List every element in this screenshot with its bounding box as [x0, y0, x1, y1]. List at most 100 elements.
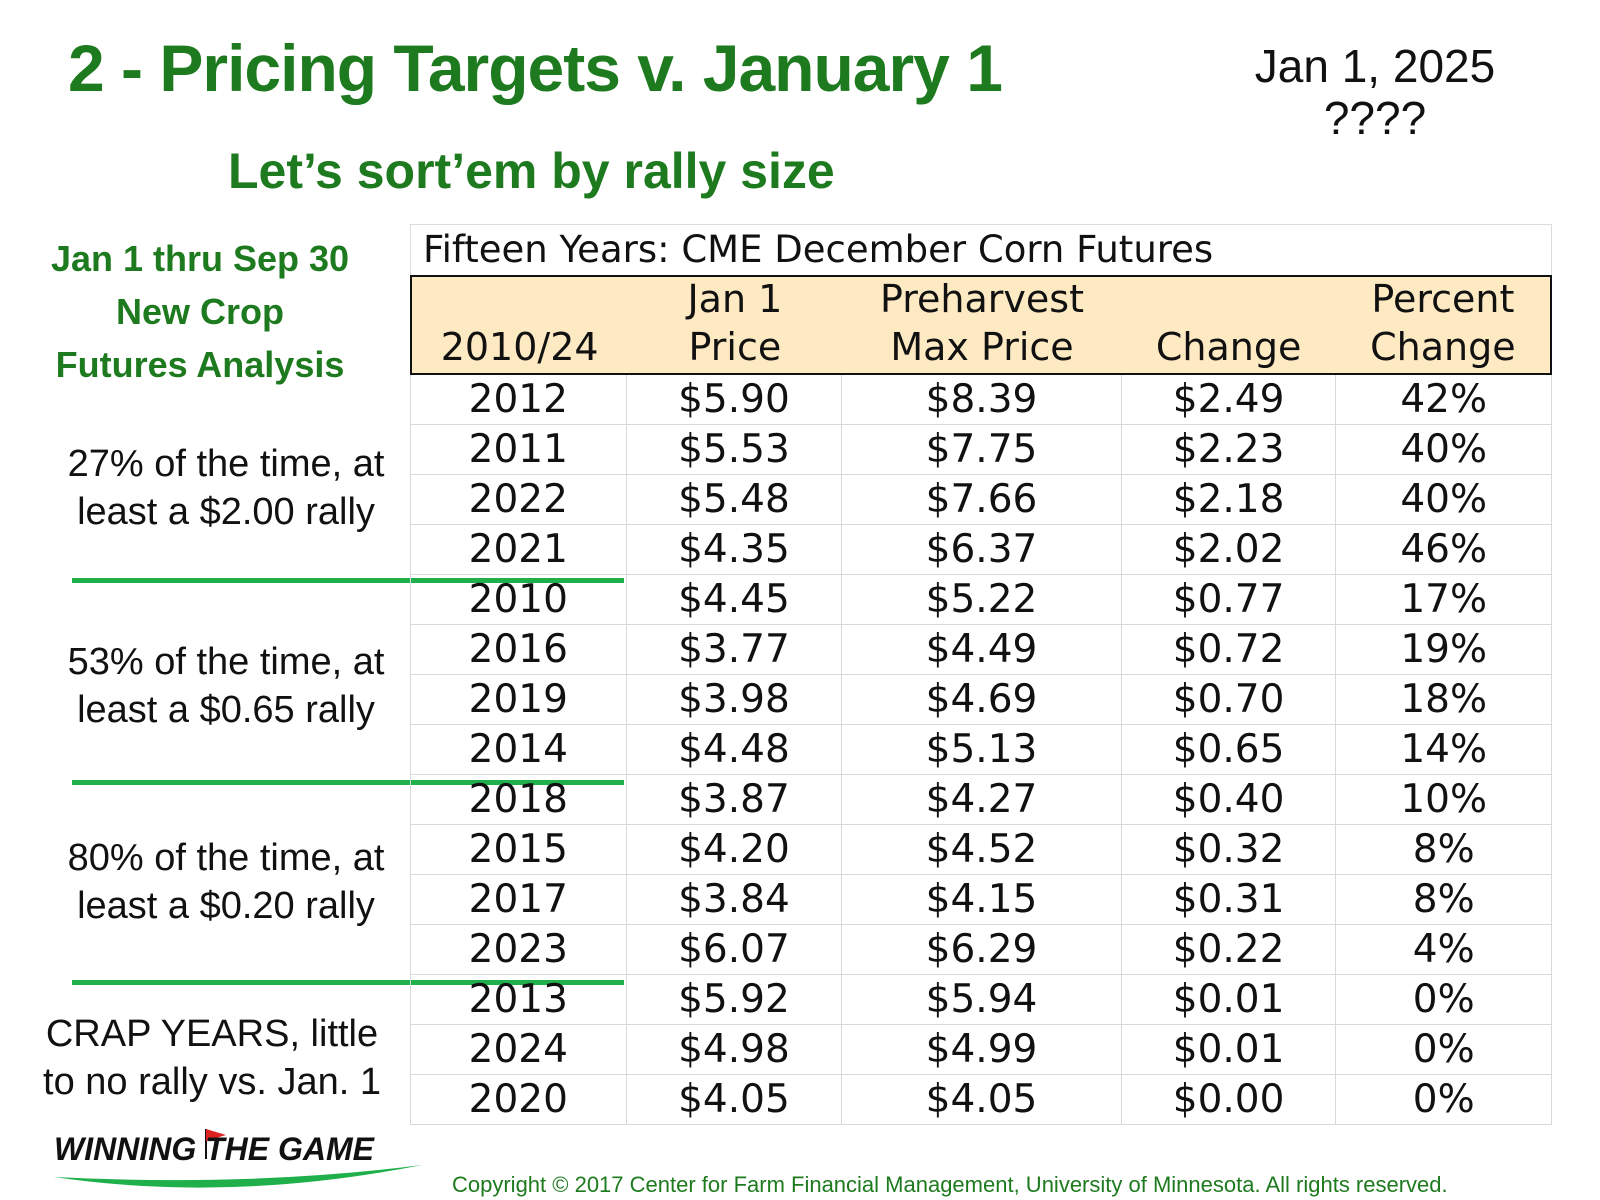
cell-jan1-price: $3.84	[627, 875, 843, 924]
cell-max-price: $7.66	[842, 475, 1122, 524]
header-line: 2010/24	[440, 325, 599, 369]
cell-year: 2017	[411, 875, 627, 924]
cell-change: $2.18	[1122, 475, 1337, 524]
cell-change: $2.23	[1122, 425, 1337, 474]
cell-jan1-price: $4.05	[627, 1075, 843, 1124]
group-divider	[72, 980, 624, 985]
cell-percent-change: 18%	[1400, 677, 1488, 722]
cell-max-price: $4.69	[842, 675, 1122, 724]
cell-percent-change: 0%	[1412, 977, 1475, 1022]
cell-year: 2023	[411, 925, 627, 974]
cell-change: $0.01	[1122, 975, 1337, 1024]
table-row: 2016 $3.77 $4.49 $0.72 19%	[410, 625, 1552, 675]
cell-max-price: $6.29	[842, 925, 1122, 974]
table-row: 2011 $5.53 $7.75 $2.23 40%	[410, 425, 1552, 475]
side-heading-line: Jan 1 thru Sep 30	[50, 238, 350, 279]
cell-change: $0.65	[1122, 725, 1337, 774]
note-line: CRAP YEARS, little	[45, 1013, 379, 1055]
cell-max-price: $4.05	[842, 1075, 1122, 1124]
cell-percent-change: 17%	[1400, 577, 1488, 622]
cell-year: 2022	[411, 475, 627, 524]
note-line: least a $0.20 rally	[77, 885, 375, 927]
cell-year: 2016	[411, 625, 627, 674]
cell-year: 2015	[411, 825, 627, 874]
cell-jan1-price: $4.35	[627, 525, 843, 574]
cell-max-price: $4.52	[842, 825, 1122, 874]
rally-note-crap-years: CRAP YEARS, little to no rally vs. Jan. …	[12, 1010, 412, 1106]
table-row: 2019 $3.98 $4.69 $0.70 18%	[410, 675, 1552, 725]
table-row: 2022 $5.48 $7.66 $2.18 40%	[410, 475, 1552, 525]
note-line: least a $2.00 rally	[77, 491, 375, 533]
corn-futures-table: Fifteen Years: CME December Corn Futures…	[410, 224, 1552, 1125]
cell-jan1-price: $4.48	[627, 725, 843, 774]
table-row: 2014 $4.48 $5.13 $0.65 14%	[410, 725, 1552, 775]
header-line: Change	[1155, 325, 1302, 369]
logo-text: WINNING THE GAME	[54, 1131, 374, 1167]
note-line: to no rally vs. Jan. 1	[43, 1061, 381, 1103]
cell-year: 2018	[411, 775, 627, 824]
cell-change: $2.02	[1122, 525, 1337, 574]
table-row: 2021 $4.35 $6.37 $2.02 46%	[410, 525, 1552, 575]
cell-change: $0.40	[1122, 775, 1337, 824]
cell-jan1-price: $4.98	[627, 1025, 843, 1074]
cell-max-price: $5.94	[842, 975, 1122, 1024]
table-row: 2018 $3.87 $4.27 $0.40 10%	[410, 775, 1552, 825]
cell-percent-change: 42%	[1400, 377, 1488, 422]
header-year: 2010/24	[412, 277, 627, 373]
cell-max-price: $5.22	[842, 575, 1122, 624]
cell-year: 2011	[411, 425, 627, 474]
header-line: Max Price	[890, 325, 1074, 369]
rally-note-2-dollar: 27% of the time, at least a $2.00 rally	[26, 440, 426, 536]
header-jan1-price: Jan 1 Price	[627, 277, 842, 373]
cell-percent-change: 8%	[1412, 877, 1475, 922]
copyright-notice: Copyright © 2017 Center for Farm Financi…	[452, 1172, 1448, 1197]
table-title: Fifteen Years: CME December Corn Futures	[410, 224, 1552, 275]
cell-percent-change: 40%	[1400, 427, 1488, 472]
cell-max-price: $4.49	[842, 625, 1122, 674]
cell-change: $0.00	[1122, 1075, 1337, 1124]
cell-year: 2024	[411, 1025, 627, 1074]
cell-jan1-price: $3.77	[627, 625, 843, 674]
cell-percent-change: 10%	[1400, 777, 1488, 822]
cell-change: $0.72	[1122, 625, 1337, 674]
cell-jan1-price: $4.20	[627, 825, 843, 874]
cell-percent-change: 0%	[1412, 1077, 1475, 1122]
cell-percent-change: 4%	[1412, 927, 1475, 972]
header-change: Change	[1122, 277, 1336, 373]
table-row: 2017 $3.84 $4.15 $0.31 8%	[410, 875, 1552, 925]
cell-change: $0.32	[1122, 825, 1337, 874]
table-row: 2020 $4.05 $4.05 $0.00 0%	[410, 1075, 1552, 1125]
cell-year: 2010	[411, 575, 627, 624]
table-row: 2024 $4.98 $4.99 $0.01 0%	[410, 1025, 1552, 1075]
cell-change: $0.31	[1122, 875, 1337, 924]
cell-jan1-price: $3.98	[627, 675, 843, 724]
cell-change: $0.77	[1122, 575, 1337, 624]
header-line: Percent	[1371, 277, 1515, 321]
table-row: 2013 $5.92 $5.94 $0.01 0%	[410, 975, 1552, 1025]
cell-max-price: $7.75	[842, 425, 1122, 474]
group-divider	[72, 578, 624, 583]
cell-percent-change: 0%	[1412, 1027, 1475, 1072]
page-subtitle: Let’s sort’em by rally size	[228, 143, 835, 199]
winning-the-game-logo: WINNING THE GAME	[50, 1125, 430, 1195]
cell-change: $0.01	[1122, 1025, 1337, 1074]
header-percent-change: Percent Change	[1336, 277, 1550, 373]
note-line: 53% of the time, at	[67, 641, 385, 683]
logo-swoosh-icon	[54, 1129, 422, 1188]
cell-year: 2019	[411, 675, 627, 724]
cell-change: $0.22	[1122, 925, 1337, 974]
header-line: Price	[688, 325, 782, 369]
cell-percent-change: 14%	[1400, 727, 1488, 772]
cell-jan1-price: $5.48	[627, 475, 843, 524]
cell-max-price: $5.13	[842, 725, 1122, 774]
date-box: Jan 1, 2025 ????	[1230, 40, 1520, 144]
cell-year: 2013	[411, 975, 627, 1024]
cell-jan1-price: $5.90	[627, 375, 843, 424]
cell-jan1-price: $3.87	[627, 775, 843, 824]
cell-percent-change: 19%	[1400, 627, 1488, 672]
cell-year: 2012	[411, 375, 627, 424]
cell-percent-change: 46%	[1400, 527, 1488, 572]
cell-max-price: $4.27	[842, 775, 1122, 824]
page-title: 2 - Pricing Targets v. January 1	[68, 31, 1003, 105]
side-heading-line: New Crop	[115, 291, 284, 332]
